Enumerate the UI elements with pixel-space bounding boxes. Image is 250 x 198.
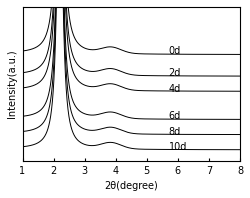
X-axis label: 2θ(degree): 2θ(degree)	[104, 181, 158, 191]
Text: 8d: 8d	[168, 127, 181, 137]
Text: 4d: 4d	[168, 84, 181, 94]
Y-axis label: Intensity(a.u.): Intensity(a.u.)	[7, 50, 17, 118]
Text: 6d: 6d	[168, 111, 181, 121]
Text: 10d: 10d	[168, 142, 187, 152]
Text: 2d: 2d	[168, 68, 181, 78]
Text: 0d: 0d	[168, 46, 181, 56]
